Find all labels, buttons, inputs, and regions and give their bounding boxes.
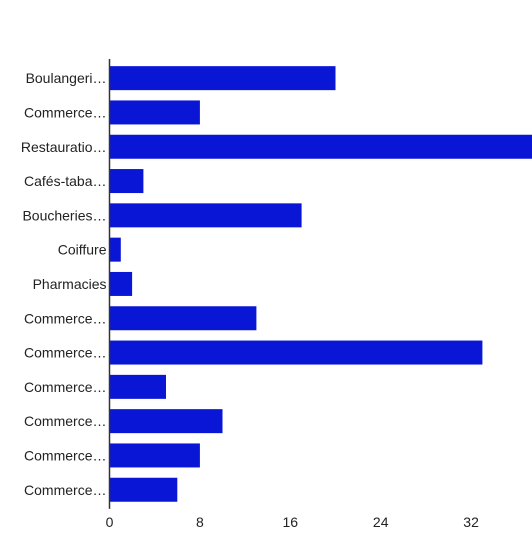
- x-tick-label: 8: [196, 514, 204, 530]
- bar[interactable]: [109, 409, 223, 434]
- x-tick-label: 16: [283, 514, 299, 530]
- category-label: Commerce…: [24, 104, 106, 120]
- category-label: Commerce…: [24, 482, 106, 498]
- bar[interactable]: [109, 237, 121, 262]
- bars-group: [109, 66, 532, 502]
- x-tick-labels: 0 8 16 24 32: [106, 514, 479, 530]
- bar[interactable]: [109, 100, 200, 125]
- category-label: Pharmacies: [33, 276, 107, 292]
- category-labels: Boulangeri… Commerce… Restauratio… Cafés-ta…: [21, 70, 107, 498]
- category-label: Coiffure: [58, 242, 107, 258]
- bar[interactable]: [109, 203, 302, 228]
- bar[interactable]: [109, 66, 336, 91]
- bar[interactable]: [109, 169, 144, 194]
- x-tick-label: 32: [463, 514, 479, 530]
- category-label: Commerce…: [24, 413, 106, 429]
- bar[interactable]: [109, 443, 200, 468]
- category-label: Cafés-taba…: [24, 173, 106, 189]
- bar[interactable]: [109, 374, 167, 399]
- bar[interactable]: [109, 477, 178, 502]
- category-label: Commerce…: [24, 345, 106, 361]
- bar[interactable]: [109, 134, 532, 159]
- category-label: Commerce…: [24, 310, 106, 326]
- category-label: Boulangeri…: [26, 70, 107, 86]
- bar[interactable]: [109, 271, 133, 296]
- category-label: Commerce…: [24, 447, 106, 463]
- category-label: Restauratio…: [21, 139, 107, 155]
- x-tick-label: 24: [373, 514, 389, 530]
- bar[interactable]: [109, 340, 483, 365]
- category-label: Boucheries…: [22, 207, 106, 223]
- category-label: Commerce…: [24, 379, 106, 395]
- bar[interactable]: [109, 306, 257, 331]
- x-tick-label: 0: [106, 514, 114, 530]
